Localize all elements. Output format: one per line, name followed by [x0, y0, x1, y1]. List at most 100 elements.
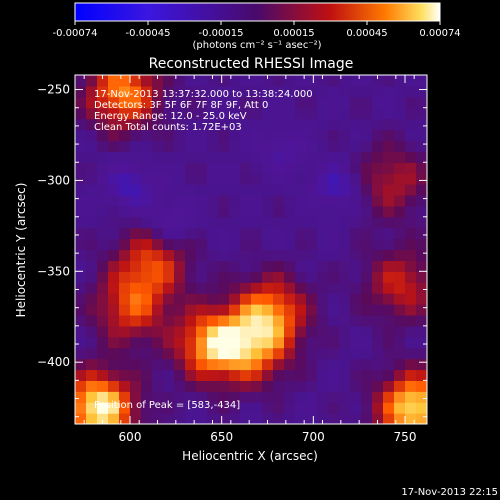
axis-ticks: 600 650 700 750 −250 −300 −350 −400 [37, 75, 427, 444]
heatmap-cell [350, 96, 362, 109]
heatmap-cell [86, 238, 98, 251]
heatmap-cell [207, 140, 219, 152]
heatmap-cell [262, 75, 274, 87]
heatmap-cell [317, 369, 329, 381]
heatmap-cell [174, 260, 186, 272]
heatmap-cell [372, 184, 384, 196]
heatmap-cell [108, 391, 120, 403]
heatmap-cell [339, 304, 351, 316]
heatmap-cell [229, 238, 241, 251]
heatmap-cell [119, 96, 131, 109]
heatmap-cell [174, 336, 186, 349]
heatmap-cell [273, 369, 285, 381]
heatmap-cell [328, 325, 340, 338]
heatmap-cell [295, 227, 307, 240]
colorbar-tick-label: 0.00045 [346, 28, 387, 39]
heatmap-cell [306, 271, 318, 283]
heatmap-cell [174, 96, 186, 109]
heatmap-cell [163, 140, 175, 152]
heatmap-cell [196, 227, 208, 240]
heatmap-cell [86, 96, 98, 109]
heatmap-cell [350, 271, 362, 283]
heatmap-cell [306, 293, 318, 305]
heatmap-cell [97, 75, 109, 87]
heatmap-cell [383, 205, 395, 218]
heatmap-cell [405, 184, 417, 196]
heatmap-cell [251, 304, 263, 316]
colorbar-ticks: -0.00074 -0.00045 -0.00015 0.00015 0.00045 0.… [53, 21, 461, 39]
heatmap-cell [108, 162, 120, 174]
heatmap-cell [97, 358, 109, 371]
heatmap-cell [317, 96, 329, 109]
y-axis-label: Heliocentric Y (arcsec) [14, 183, 28, 318]
heatmap-cell [284, 271, 296, 283]
heatmap-cell [97, 162, 109, 174]
heatmap-cell [185, 336, 197, 349]
heatmap-cell [394, 216, 406, 229]
heatmap-cell [130, 304, 142, 316]
heatmap-cell [75, 347, 87, 360]
heatmap-cell [75, 173, 87, 185]
heatmap-cell [119, 260, 131, 272]
heatmap-cell [328, 369, 340, 381]
heatmap-cell [196, 369, 208, 381]
heatmap-cell [383, 151, 395, 163]
heatmap-cell [361, 85, 373, 98]
heatmap-cell [372, 369, 384, 381]
heatmap-cell [152, 194, 164, 207]
heatmap-cell [306, 314, 318, 327]
heatmap-image [75, 75, 427, 424]
heatmap-cell [273, 107, 285, 120]
heatmap-cell [108, 380, 120, 392]
heatmap-cell [152, 402, 164, 414]
heatmap-cell [383, 249, 395, 262]
heatmap-cell [163, 96, 175, 109]
heatmap-cell [119, 402, 131, 414]
heatmap-cell [262, 391, 274, 403]
heatmap-cell [229, 325, 241, 338]
heatmap-cell [405, 194, 417, 207]
heatmap-cell [306, 358, 318, 371]
heatmap-cell [339, 129, 351, 142]
heatmap-cell [141, 402, 153, 414]
heatmap-cell [218, 205, 230, 218]
heatmap-cell [75, 369, 87, 381]
heatmap-cell [317, 216, 329, 229]
heatmap-cell [273, 271, 285, 283]
heatmap-cell [306, 194, 318, 207]
heatmap-cell [196, 96, 208, 109]
heatmap-cell [405, 173, 417, 185]
heatmap-cell [207, 107, 219, 120]
heatmap-cell [361, 282, 373, 294]
heatmap-cell [218, 96, 230, 109]
heatmap-cell [86, 162, 98, 174]
heatmap-cell [119, 369, 131, 381]
heatmap-cell [185, 85, 197, 98]
heatmap-cell [306, 75, 318, 87]
heatmap-cell [416, 75, 427, 87]
heatmap-cell [218, 380, 230, 392]
heatmap-cell [130, 314, 142, 327]
heatmap-cell [108, 216, 120, 229]
heatmap-cell [284, 413, 296, 424]
heatmap-cell [284, 282, 296, 294]
heatmap-cell [75, 107, 87, 120]
heatmap-cell [229, 118, 241, 131]
heatmap-cell [361, 107, 373, 120]
heatmap-cell [75, 325, 87, 338]
heatmap-cell [86, 347, 98, 360]
heatmap-cell [416, 413, 427, 424]
heatmap-cell [328, 205, 340, 218]
heatmap-cell [163, 369, 175, 381]
heatmap-cell [405, 336, 417, 349]
heatmap-cell [394, 293, 406, 305]
heatmap-cell [141, 238, 153, 251]
heatmap-cell [394, 184, 406, 196]
heatmap-cell [328, 391, 340, 403]
heatmap-cell [394, 413, 406, 424]
heatmap-cell [97, 336, 109, 349]
heatmap-cell [86, 173, 98, 185]
heatmap-cell [317, 347, 329, 360]
colorbar-tick-label: 0.00074 [419, 28, 460, 39]
heatmap-cell [75, 227, 87, 240]
